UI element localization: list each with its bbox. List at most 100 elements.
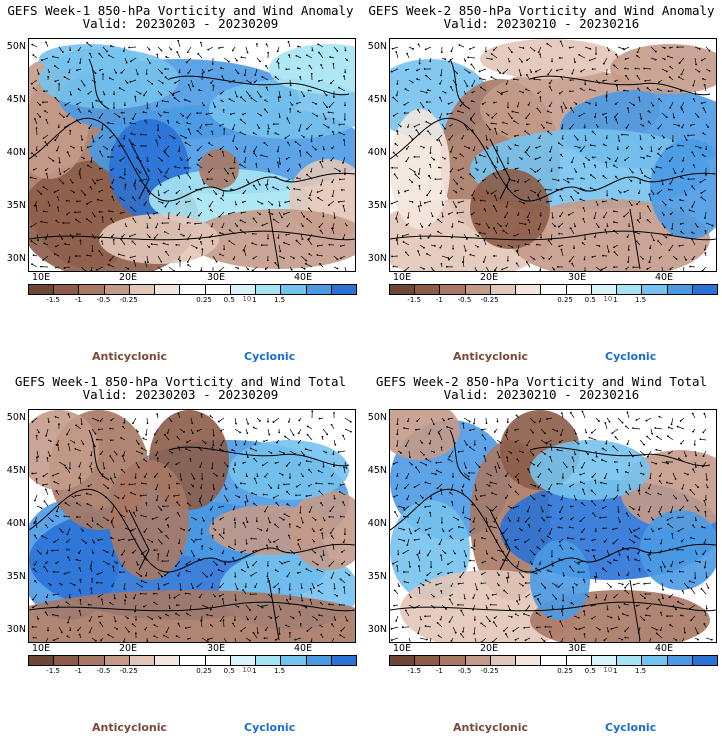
wind-arrow-head [570, 518, 573, 521]
vorticity-map [28, 409, 356, 643]
wind-arrow-head [456, 212, 459, 214]
wind-arrow-head [45, 562, 47, 565]
wind-arrow-head [469, 559, 471, 562]
wind-arrow-head [412, 606, 415, 609]
wind-arrow [186, 57, 192, 63]
wind-arrow-head [418, 552, 421, 554]
wind-arrow-head [78, 552, 80, 554]
wind-arrow-head [137, 466, 140, 469]
wind-arrow [277, 162, 280, 169]
map-canvas [390, 39, 716, 271]
wind-arrow [513, 505, 520, 509]
wind-arrow [129, 46, 137, 48]
wind-arrow-head [510, 506, 512, 509]
wind-arrow-head [278, 588, 281, 590]
wind-arrow-head [427, 130, 429, 133]
wind-arrow [157, 582, 160, 589]
wind-arrow-head [111, 182, 114, 184]
wind-arrow-head [89, 567, 92, 570]
wind-arrow [512, 111, 520, 114]
wind-arrow-head [144, 119, 147, 122]
wind-arrow-head [219, 518, 222, 521]
wind-arrow-head [32, 54, 35, 56]
wind-arrow-head [513, 180, 516, 182]
wind-arrow-head [687, 586, 690, 589]
wind-arrow-head [160, 49, 163, 52]
wind-arrow-head [403, 580, 406, 583]
wind-arrow-head [633, 529, 635, 532]
wind-arrow-head [234, 575, 237, 578]
wind-arrow-head [392, 114, 395, 117]
colorbar-label: 1 [252, 296, 257, 304]
cyclonic-label: Cyclonic [605, 350, 657, 363]
wind-arrow-head [270, 617, 273, 619]
cyclonic-label: Cyclonic [244, 350, 296, 363]
wind-arrow-head [310, 140, 313, 143]
wind-arrow [68, 483, 71, 491]
wind-arrow-head [663, 47, 666, 49]
wind-arrow [44, 566, 49, 573]
wind-arrow-head [319, 229, 322, 232]
wind-arrow [262, 461, 269, 466]
wind-arrow-head [240, 96, 242, 99]
wind-arrow-head [205, 123, 208, 126]
wind-arrow-head [594, 236, 596, 238]
wind-arrow-head [294, 638, 297, 641]
wind-arrow [677, 426, 685, 430]
wind-arrow [436, 470, 443, 474]
wind-arrow-head [606, 608, 609, 611]
wind-arrow-head [109, 601, 111, 604]
wind-arrow-head [131, 142, 134, 145]
wind-arrow [243, 250, 247, 257]
wind-arrow-head [591, 130, 594, 133]
wind-arrow-head [322, 215, 325, 218]
wind-arrow-head [148, 193, 151, 195]
wind-arrow-head [119, 159, 122, 162]
wind-arrow-head [637, 513, 639, 516]
wind-arrow [252, 266, 258, 271]
wind-arrow-head [577, 561, 580, 564]
wind-arrow [299, 505, 302, 513]
wind-arrow-head [149, 217, 151, 219]
wind-arrow-head [561, 608, 564, 611]
wind-arrow-head [581, 410, 584, 413]
wind-arrow [80, 79, 85, 86]
wind-arrow-head [396, 444, 398, 447]
wind-arrow-head [598, 420, 600, 423]
wind-arrow-head [78, 609, 81, 612]
wind-arrow [397, 505, 405, 509]
wind-arrow-head [440, 446, 443, 449]
wind-arrow-head [537, 476, 540, 478]
wind-arrow-head [253, 618, 256, 621]
wind-arrow [65, 101, 71, 106]
wind-arrow [559, 505, 564, 513]
wind-arrow-head [333, 465, 335, 467]
wind-arrow-head [506, 259, 509, 262]
wind-arrow-head [652, 239, 655, 242]
wind-arrow-head [72, 496, 75, 499]
colorbar-segment [180, 656, 206, 665]
wind-arrow-head [67, 61, 70, 63]
wind-arrow-head [448, 455, 451, 458]
wind-arrow-head [194, 222, 197, 225]
wind-arrow-head [492, 621, 495, 624]
wind-arrow-head [151, 518, 154, 520]
wind-arrow-head [235, 486, 238, 489]
wind-arrow [639, 439, 645, 445]
wind-arrow-head [212, 522, 215, 525]
wind-arrow-head [78, 589, 81, 592]
wind-arrow-head [440, 521, 443, 524]
wind-arrow-head [43, 242, 46, 245]
wind-arrow-head [481, 103, 484, 105]
wind-arrow [661, 560, 666, 567]
wind-arrow-head [454, 631, 457, 634]
wind-arrow-head [184, 201, 187, 204]
wind-arrow-head [97, 428, 100, 431]
wind-arrow-head [336, 267, 339, 270]
wind-arrow [66, 428, 71, 435]
wind-arrow-head [646, 87, 649, 89]
wind-arrow [538, 222, 542, 230]
wind-arrow-head [428, 432, 431, 435]
wind-arrow-head [623, 89, 625, 92]
wind-arrow [343, 205, 346, 213]
